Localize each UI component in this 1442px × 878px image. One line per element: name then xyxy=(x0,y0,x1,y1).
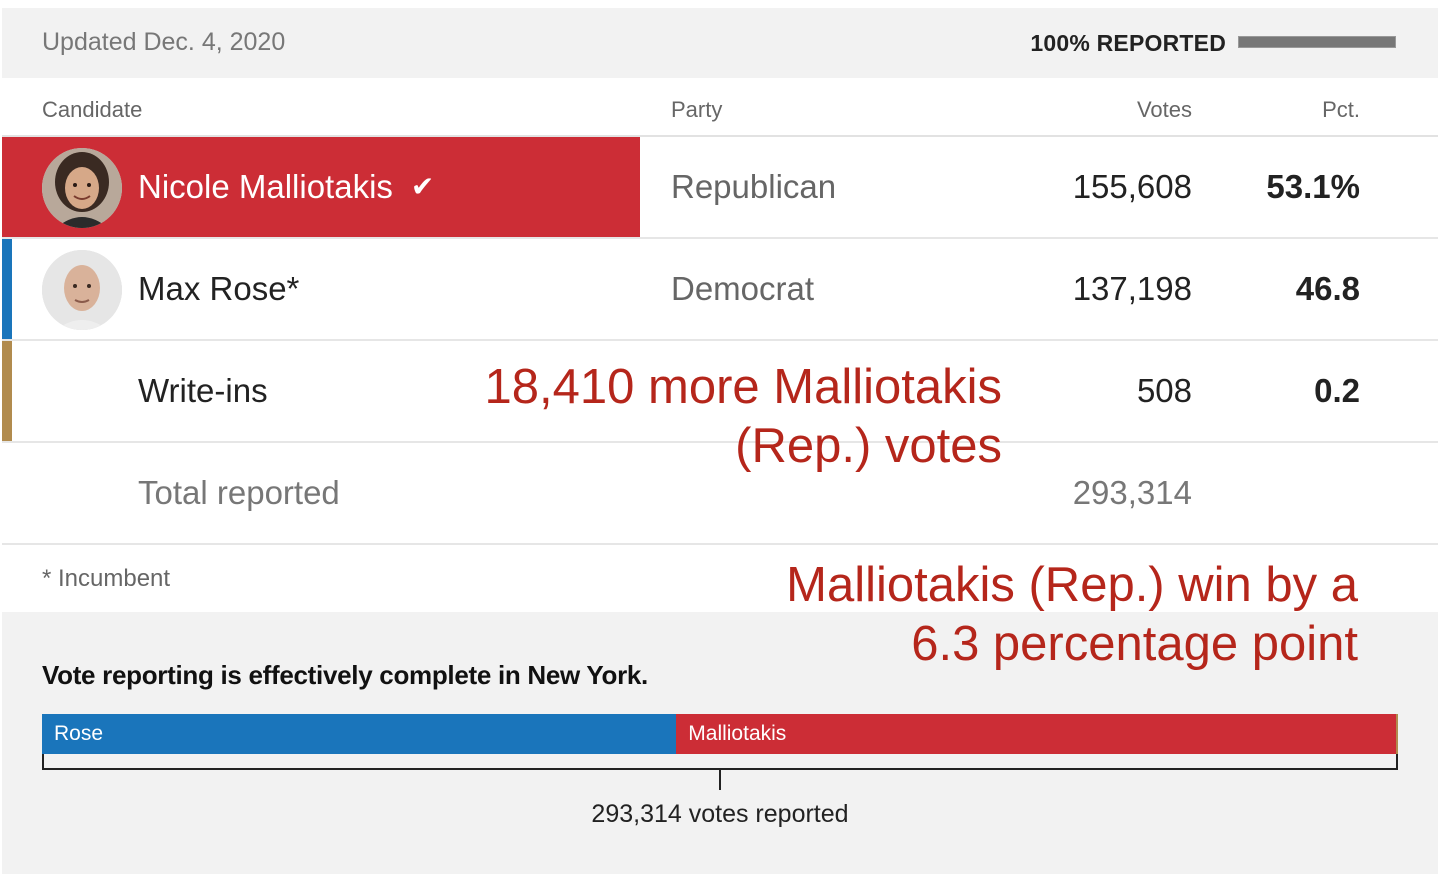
table-header: Candidate Party Votes Pct. xyxy=(2,78,1438,137)
bar-midpoint-tick xyxy=(719,770,721,790)
table-row-malliotakis: Nicole Malliotakis ✔ Republican 155,608 5… xyxy=(2,137,1438,239)
candidate-votes: 508 xyxy=(1136,372,1192,409)
avatar-rose xyxy=(42,250,122,330)
party-stripe xyxy=(2,239,12,339)
table-row-write-ins: Write-ins 508 0.2 xyxy=(2,341,1438,443)
reported-label: 100% REPORTED xyxy=(1030,30,1226,56)
candidate-name: Write-ins xyxy=(138,372,268,409)
party-stripe xyxy=(2,341,12,441)
vote-share-bar: Rose Malliotakis xyxy=(42,714,1398,754)
candidate-name-text: Nicole Malliotakis xyxy=(138,168,393,205)
avatar-malliotakis xyxy=(42,148,122,228)
annotation-margin-votes: 18,410 more Malliotakis (Rep.) votes xyxy=(442,358,1002,476)
results-widget: Updated Dec. 4, 2020 100% REPORTED Candi… xyxy=(2,8,1438,874)
candidate-pct: 46.8 xyxy=(1295,270,1360,307)
column-header-candidate: Candidate xyxy=(42,97,143,122)
table-row-total: Total reported 293,314 xyxy=(2,443,1438,545)
total-label: Total reported xyxy=(138,474,340,511)
total-votes: 293,314 xyxy=(1072,474,1192,511)
incumbent-footnote: * Incumbent xyxy=(42,565,171,592)
checkmark-icon: ✔ xyxy=(410,171,435,202)
table-row-rose: Max Rose* Democrat 137,198 46.8 xyxy=(2,239,1438,341)
annotation-text: 18,410 more Malliotakis (Rep.) votes xyxy=(484,360,1002,473)
candidate-votes: 155,608 xyxy=(1072,168,1192,205)
footnote-row: * Incumbent xyxy=(2,545,1438,615)
candidate-party: Democrat xyxy=(671,270,815,307)
candidate-party: Republican xyxy=(671,168,837,205)
vote-share-segment-malliotakis: Malliotakis xyxy=(676,714,1396,754)
annotation-margin-points: Malliotakis (Rep.) win by a 6.3 percenta… xyxy=(738,556,1358,674)
vote-share-segment-write-ins xyxy=(1395,714,1398,754)
column-header-party: Party xyxy=(671,97,723,122)
column-header-votes: Votes xyxy=(1136,97,1192,122)
vote-share-segment-label: Malliotakis xyxy=(688,722,787,745)
candidate-votes: 137,198 xyxy=(1072,270,1192,307)
candidate-name: Max Rose* xyxy=(138,270,300,307)
vote-share-segment-label: Rose xyxy=(54,722,104,745)
vote-share-segment-rose: Rose xyxy=(42,714,677,754)
column-header-pct: Pct. xyxy=(1322,97,1360,122)
candidate-pct: 0.2 xyxy=(1314,372,1360,409)
reported-progress-fill xyxy=(1239,37,1395,47)
reporting-status: Vote reporting is effectively complete i… xyxy=(42,660,648,690)
updated-timestamp: Updated Dec. 4, 2020 xyxy=(42,28,286,56)
candidate-pct: 53.1% xyxy=(1266,168,1360,205)
results-header: Updated Dec. 4, 2020 100% REPORTED xyxy=(2,8,1438,78)
reported-progress-bar xyxy=(1238,36,1396,48)
results-table: Candidate Party Votes Pct. Nicole M xyxy=(2,78,1438,615)
annotation-text: Malliotakis (Rep.) win by a 6.3 percenta… xyxy=(786,558,1358,671)
votes-reported-label: 293,314 votes reported xyxy=(591,800,849,828)
candidate-name: Nicole Malliotakis ✔ xyxy=(138,168,434,206)
bar-axis-bracket xyxy=(42,754,1398,770)
reporting-summary: Vote reporting is effectively complete i… xyxy=(2,612,1438,874)
